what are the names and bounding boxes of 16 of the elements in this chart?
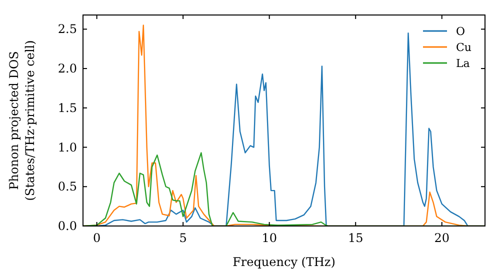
legend-label: Cu: [456, 41, 472, 54]
y-tick-label: 0.5: [58, 180, 77, 194]
x-tick-label: 0: [92, 231, 101, 245]
y-tick-label: 1.0: [58, 140, 77, 154]
y-tick-label: 1.5: [58, 100, 77, 115]
y-tick-label: 2.0: [58, 62, 77, 76]
y-axis-title: Phonon projected DOS (States/THz·primitive cell): [7, 40, 37, 201]
legend-label: La: [456, 57, 470, 70]
y-tick-label: 0.0: [58, 219, 77, 233]
x-axis-title: Frequency (THz): [232, 255, 336, 269]
x-tick-label: 20: [434, 231, 450, 245]
legend-label: O: [456, 25, 466, 38]
x-tick-label: 10: [262, 231, 277, 245]
x-tick-label: 15: [348, 231, 364, 245]
x-tick-label: 5: [179, 231, 187, 245]
y-tick-label: 2.5: [58, 22, 77, 36]
